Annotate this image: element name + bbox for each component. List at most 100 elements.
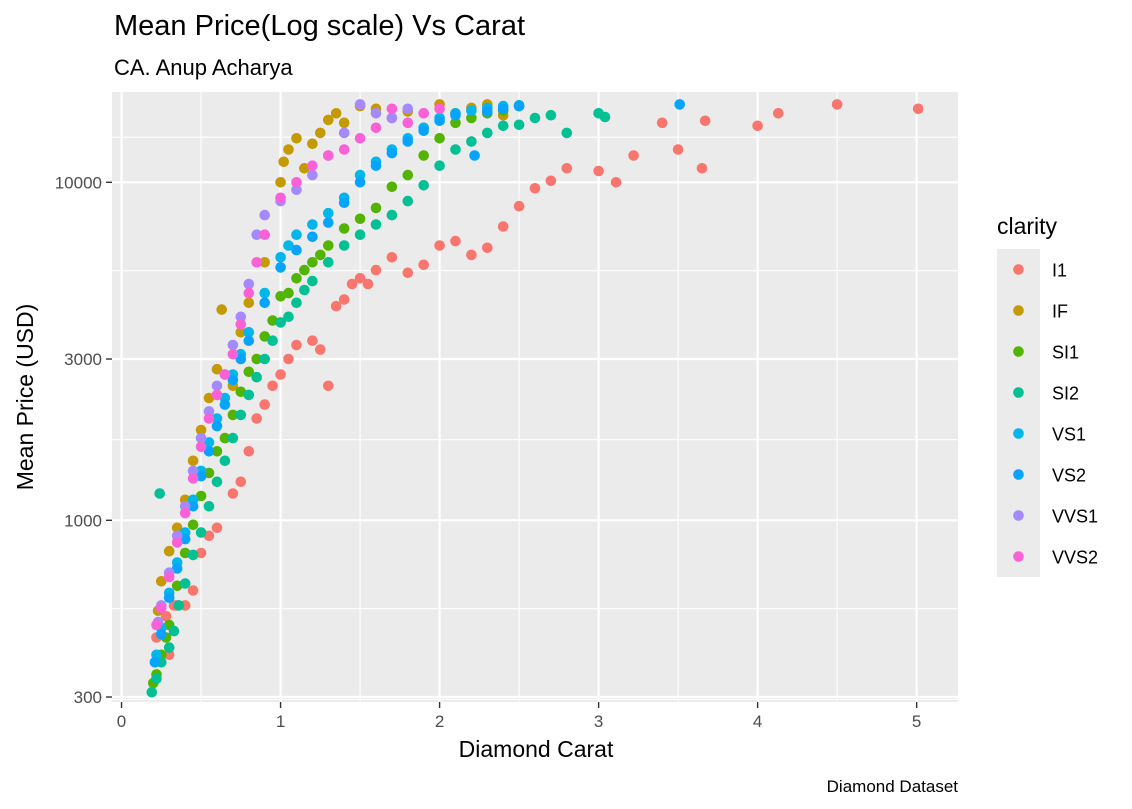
series-vvs2	[151, 103, 445, 631]
data-point	[235, 409, 247, 421]
data-point	[283, 240, 294, 251]
data-point	[195, 527, 207, 538]
data-point	[195, 424, 207, 436]
data-point	[656, 117, 668, 129]
data-point	[330, 300, 342, 312]
data-point	[267, 335, 278, 347]
data-point	[275, 251, 286, 263]
data-point	[354, 133, 366, 144]
data-point	[187, 519, 199, 531]
legend-key-vs2	[1013, 469, 1024, 480]
data-point	[243, 287, 255, 299]
data-point	[203, 392, 215, 404]
data-point	[291, 273, 302, 284]
data-point	[156, 576, 167, 587]
data-point	[386, 147, 398, 159]
data-point	[561, 127, 573, 139]
data-point	[163, 545, 175, 557]
data-point	[203, 413, 215, 424]
data-point	[315, 344, 326, 355]
data-point	[513, 200, 525, 212]
data-point	[243, 366, 255, 378]
data-point	[362, 278, 374, 290]
y-tick-label: 1000	[64, 511, 102, 530]
data-point	[259, 399, 271, 410]
data-point	[171, 537, 183, 548]
data-point	[370, 202, 382, 214]
data-point	[291, 133, 302, 144]
data-point	[291, 229, 302, 240]
data-point	[338, 223, 350, 234]
data-point	[259, 353, 271, 365]
axes: 0 1 2 3 4 5 300 1000 3000 10000	[55, 173, 922, 731]
data-point	[402, 195, 414, 207]
data-point	[354, 213, 366, 225]
data-point	[386, 103, 398, 115]
data-point	[195, 441, 207, 453]
data-point	[259, 257, 271, 268]
data-point	[370, 219, 382, 230]
data-point	[513, 119, 525, 131]
data-point	[299, 284, 310, 296]
data-point	[259, 209, 271, 221]
data-point	[418, 108, 430, 119]
data-point	[243, 297, 255, 309]
data-point	[346, 278, 358, 290]
data-point	[179, 507, 191, 519]
data-point	[370, 122, 382, 134]
data-point	[203, 437, 215, 448]
data-point	[195, 432, 207, 444]
y-tick-label: 10000	[55, 173, 102, 192]
grid-lines	[112, 92, 958, 702]
data-point	[330, 108, 342, 119]
data-point	[219, 455, 231, 467]
data-point	[307, 169, 318, 181]
data-point	[696, 163, 708, 174]
data-point	[469, 150, 480, 161]
chart-subtitle: CA. Anup Acharya	[114, 55, 293, 80]
data-point	[299, 163, 310, 174]
data-point	[235, 476, 247, 488]
data-point	[211, 420, 223, 432]
data-point	[160, 611, 172, 622]
data-point	[291, 184, 302, 196]
data-point	[259, 331, 271, 342]
data-point	[171, 580, 183, 592]
data-point	[243, 389, 255, 401]
data-point	[402, 267, 414, 279]
data-point	[243, 327, 255, 338]
data-point	[370, 160, 382, 171]
data-point	[773, 108, 784, 119]
legend-label-vs1: VS1	[1052, 425, 1086, 445]
legend-key-i1	[1013, 264, 1024, 275]
data-point	[251, 413, 262, 424]
data-point	[497, 103, 509, 115]
data-point	[434, 160, 445, 171]
data-point	[338, 117, 350, 129]
data-point	[211, 522, 223, 534]
data-point	[323, 240, 334, 251]
legend-label-si2: SI2	[1052, 384, 1079, 404]
legend-title: clarity	[997, 213, 1058, 239]
data-point	[299, 264, 310, 276]
data-point	[283, 287, 294, 299]
data-point	[156, 602, 167, 614]
data-point	[307, 275, 318, 287]
data-point	[211, 380, 223, 392]
data-point	[219, 432, 231, 444]
data-point	[402, 103, 414, 115]
data-point	[386, 181, 398, 193]
data-point	[227, 374, 239, 386]
data-point	[203, 446, 215, 457]
data-point	[173, 600, 185, 611]
series-if	[152, 99, 509, 616]
data-point	[599, 111, 611, 123]
data-point	[171, 522, 183, 534]
x-tick-label: 0	[117, 712, 126, 731]
data-point	[187, 465, 199, 477]
data-point	[211, 413, 223, 424]
data-point	[187, 549, 199, 561]
legend-key-vvs2	[1013, 551, 1024, 562]
data-point	[187, 585, 199, 596]
